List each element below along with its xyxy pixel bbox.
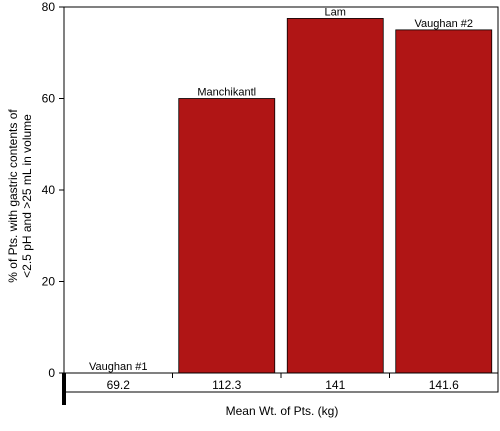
bar bbox=[286, 18, 384, 374]
y-tick-label: 80 bbox=[42, 0, 56, 14]
x-tick-label: 141.6 bbox=[429, 378, 459, 392]
y-axis-title-line-2: <2.5 pH and >25 mL in volume bbox=[20, 114, 34, 278]
bar-data-label: Vaughan #2 bbox=[414, 18, 473, 30]
y-axis-title-line-1: % of Pts. with gastric contents of bbox=[6, 109, 20, 283]
x-tick-label: 112.3 bbox=[212, 378, 241, 392]
bar-data-label: Manchikantl bbox=[197, 87, 256, 99]
bar-data-label: Lam bbox=[325, 6, 346, 18]
axes-layer bbox=[59, 6, 499, 405]
x-axis-title: Mean Wt. of Pts. (kg) bbox=[226, 404, 339, 418]
labels-layer: 0 20 40 60 80 69.2 Vaughan #1 112.3 Manchikantl 1… bbox=[42, 0, 473, 392]
y-tick-label: 20 bbox=[42, 275, 56, 289]
y-tick-label: 40 bbox=[42, 183, 56, 197]
x-tick-label: 69.2 bbox=[107, 378, 131, 392]
y-tick-label: 0 bbox=[48, 366, 55, 380]
x-tick-label: 141 bbox=[325, 378, 345, 392]
bars-layer bbox=[178, 18, 493, 374]
bar bbox=[178, 98, 276, 374]
plot-frame bbox=[63, 6, 499, 393]
y-tick-label: 60 bbox=[42, 92, 56, 106]
bar bbox=[395, 29, 493, 374]
bar-data-label: Vaughan #1 bbox=[89, 361, 148, 373]
